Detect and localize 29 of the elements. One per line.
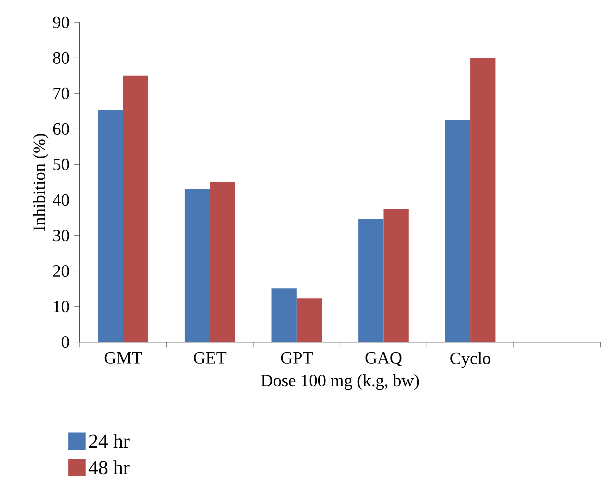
bar xyxy=(184,189,210,342)
bar xyxy=(98,110,124,342)
bar xyxy=(272,288,297,342)
y-axis-title: Inhibition (%) xyxy=(33,134,49,232)
legend-label: 24 hr xyxy=(89,434,130,448)
bar xyxy=(384,210,409,342)
x-tick-label: GPT xyxy=(281,352,313,364)
bar xyxy=(358,220,384,342)
y-tick-label: 30 xyxy=(53,230,70,242)
bar xyxy=(296,298,322,342)
x-tick-label: Cyclo xyxy=(450,352,490,368)
x-tick-label: GET xyxy=(194,352,227,364)
bar xyxy=(470,58,496,342)
y-tick-label: 70 xyxy=(54,88,70,100)
bar xyxy=(445,120,471,342)
x-tick-label: GAQ xyxy=(366,352,402,367)
x-tick-label: GMT xyxy=(104,352,142,364)
bar xyxy=(123,76,148,342)
y-tick-label: 60 xyxy=(53,124,70,136)
legend-label: 48 hr xyxy=(88,460,130,475)
y-tick-label: 10 xyxy=(54,301,70,313)
y-tick-label: 40 xyxy=(52,194,70,206)
x-axis-title: Dose 100 mg (k.g, bw) xyxy=(261,374,420,390)
y-tick-label: 90 xyxy=(53,16,70,29)
y-tick-label: 50 xyxy=(54,159,70,171)
y-tick-label: 0 xyxy=(62,336,70,348)
bar xyxy=(210,182,236,342)
y-tick-label: 80 xyxy=(53,52,70,64)
y-tick-label: 20 xyxy=(53,266,70,278)
